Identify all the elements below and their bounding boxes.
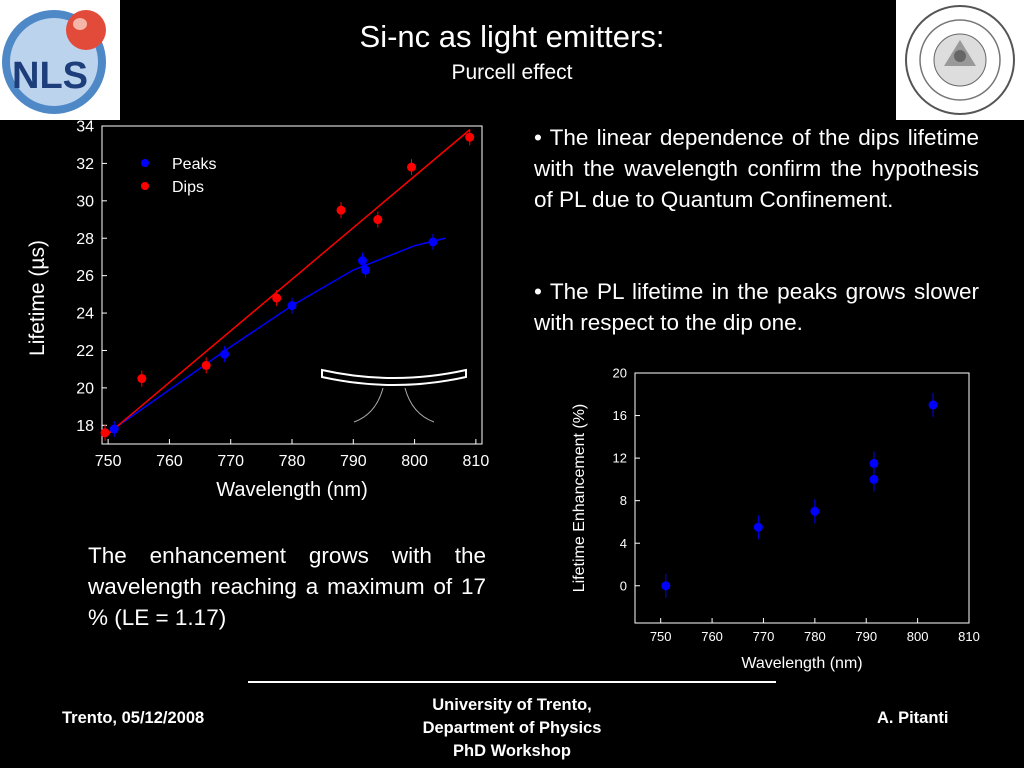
x-tick-label: 790 bbox=[855, 629, 877, 644]
legend-label-dips: Dips bbox=[172, 179, 204, 196]
x-axis-label: Wavelength (nm) bbox=[216, 479, 368, 501]
data-point-series-1 bbox=[100, 428, 110, 438]
x-tick-label: 810 bbox=[463, 453, 490, 470]
y-axis-label: Lifetime Enhancement (%) bbox=[571, 404, 588, 593]
x-tick-label: 760 bbox=[701, 629, 723, 644]
legend-label-peaks: Peaks bbox=[172, 156, 216, 173]
summary-text: The enhancement grows with the wavelengt… bbox=[88, 543, 486, 630]
y-axis-label: Lifetime (µs) bbox=[26, 240, 49, 356]
data-point-series-0 bbox=[810, 506, 820, 516]
slide-subtitle: Purcell effect bbox=[451, 61, 573, 84]
x-axis-label: Wavelength (nm) bbox=[741, 655, 862, 672]
legend-marker-peaks bbox=[141, 159, 149, 167]
svg-text:NLS: NLS bbox=[12, 55, 88, 97]
lifetime-chart: 750 760 770 780 790 800 810182022242628303234 … bbox=[26, 119, 490, 501]
footer-line-3: PhD Workshop bbox=[453, 742, 571, 760]
data-point-series-0 bbox=[661, 581, 671, 591]
x-tick-label: 750 bbox=[95, 453, 122, 470]
data-point-series-1 bbox=[137, 374, 147, 384]
x-tick-label: 800 bbox=[907, 629, 929, 644]
data-point-series-0 bbox=[869, 474, 879, 484]
y-tick-label: 20 bbox=[76, 380, 94, 397]
data-point-series-1 bbox=[272, 293, 282, 303]
y-tick-label: 34 bbox=[76, 119, 94, 136]
data-point-series-1 bbox=[465, 132, 475, 142]
footer-line-1: University of Trento, bbox=[432, 696, 592, 714]
data-point-series-1 bbox=[373, 215, 383, 225]
y-tick-label: 22 bbox=[76, 343, 94, 360]
x-tick-label: 790 bbox=[340, 453, 367, 470]
y-tick-label: 32 bbox=[76, 156, 94, 173]
bullet-marker: • bbox=[534, 125, 542, 150]
y-tick-label: 24 bbox=[76, 306, 94, 323]
data-point-series-0 bbox=[357, 256, 367, 266]
plot-frame bbox=[101, 125, 483, 445]
data-point-series-1 bbox=[201, 360, 211, 370]
zoom-bracket-icon bbox=[321, 368, 467, 423]
x-tick-label: 770 bbox=[753, 629, 775, 644]
bullet-marker: • bbox=[534, 279, 542, 304]
footer-line-2: Department of Physics bbox=[422, 719, 602, 737]
legend-marker-dips bbox=[141, 182, 149, 190]
data-point-series-0 bbox=[869, 458, 879, 468]
fit-line-series-1 bbox=[104, 129, 471, 438]
y-tick-label: 16 bbox=[613, 408, 627, 423]
y-tick-label: 26 bbox=[76, 268, 94, 285]
y-tick-label: 28 bbox=[76, 231, 94, 248]
bullet-point-1: • The linear dependence of the dips life… bbox=[534, 122, 979, 215]
data-point-series-0 bbox=[428, 237, 438, 247]
data-point-series-1 bbox=[336, 205, 346, 215]
x-tick-label: 810 bbox=[958, 629, 980, 644]
x-tick-label: 750 bbox=[650, 629, 672, 644]
y-tick-label: 18 bbox=[76, 418, 94, 435]
x-tick-label: 770 bbox=[217, 453, 244, 470]
x-tick-label: 780 bbox=[804, 629, 826, 644]
footer-institution: University of Trento, Department of Phys… bbox=[362, 694, 662, 763]
footer-divider bbox=[248, 681, 776, 683]
y-tick-label: 4 bbox=[620, 536, 627, 551]
data-point-series-0 bbox=[928, 400, 938, 410]
data-point-series-0 bbox=[220, 349, 230, 359]
y-tick-label: 8 bbox=[620, 493, 627, 508]
nls-logo: NLS bbox=[0, 0, 120, 120]
enhancement-chart: 750 760 770 780 790 800 810 0 4 8 12 16 20 Wavelengt… bbox=[571, 366, 980, 672]
bullet-point-2: • The PL lifetime in the peaks grows slo… bbox=[534, 276, 979, 338]
x-tick-label: 800 bbox=[401, 453, 428, 470]
data-point-series-0 bbox=[753, 522, 763, 532]
plot-frame bbox=[634, 372, 970, 624]
y-tick-label: 12 bbox=[613, 451, 627, 466]
university-seal-logo bbox=[896, 0, 1024, 120]
data-point-series-1 bbox=[407, 162, 417, 172]
footer-date: Trento, 05/12/2008 bbox=[62, 709, 205, 727]
x-tick-label: 760 bbox=[156, 453, 183, 470]
footer-author: A. Pitanti bbox=[877, 709, 949, 727]
y-tick-label: 20 bbox=[613, 366, 627, 381]
y-tick-label: 30 bbox=[76, 193, 94, 210]
x-tick-label: 780 bbox=[279, 453, 306, 470]
slide-title: Si-nc as light emitters: bbox=[359, 19, 665, 54]
data-point-series-0 bbox=[361, 265, 371, 275]
bullet-text: The linear dependence of the dips lifeti… bbox=[534, 125, 979, 212]
chart-legend: Peaks Dips bbox=[141, 156, 216, 196]
data-point-series-0 bbox=[109, 424, 119, 434]
data-point-series-0 bbox=[287, 301, 297, 311]
y-tick-label: 0 bbox=[620, 578, 627, 593]
bullet-text: The PL lifetime in the peaks grows slowe… bbox=[534, 279, 979, 335]
